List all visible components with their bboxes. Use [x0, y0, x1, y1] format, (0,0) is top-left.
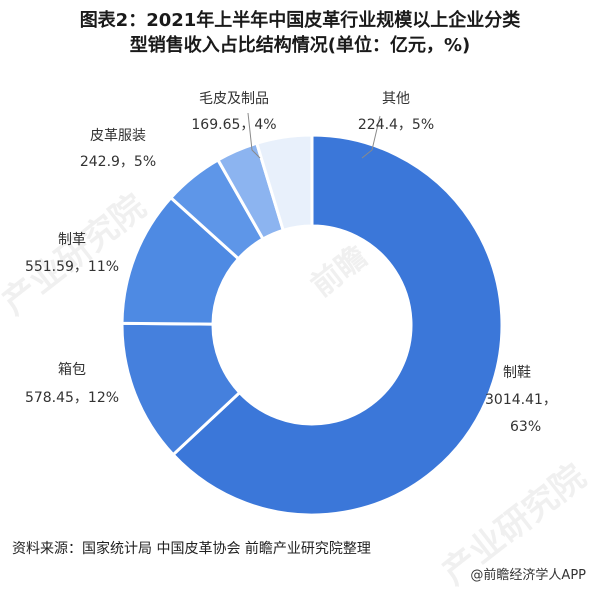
label-value-zhige: 551.59，11% [25, 259, 119, 275]
label-value-xiangbao: 578.45，12% [25, 390, 119, 406]
chart-title-line-2: 型销售收入占比结构情况(单位：亿元，%) [129, 35, 471, 56]
label-name-zhige: 制革 [58, 232, 86, 248]
leader-line-1 [247, 112, 261, 159]
source-note: 资料来源：国家统计局 中国皮革协会 前瞻产业研究院整理 [12, 541, 371, 557]
slice-qita [254, 133, 314, 233]
label-name-maopi: 毛皮及制品 [199, 91, 269, 107]
chart-title-line-1: 图表2：2021年上半年中国皮革行业规模以上企业分类 [79, 10, 521, 31]
leader-line-2 [361, 115, 381, 159]
slice-zhixie [171, 133, 504, 517]
chart-title: 图表2：2021年上半年中国皮革行业规模以上企业分类 型销售收入占比结构情况(单… [0, 8, 600, 58]
label-name-pigefuzhuang: 皮革服装 [90, 128, 146, 144]
donut-slices [120, 133, 504, 517]
label-percent-zhixie: 63% [510, 419, 541, 435]
label-value-zhixie: 3014.41， [485, 392, 557, 408]
credit-text: @前瞻经济学人APP [470, 568, 586, 583]
label-name-xiangbao: 箱包 [58, 362, 86, 378]
label-value-qita: 224.4，5% [358, 117, 434, 133]
leader-lines [247, 112, 381, 159]
label-value-pigefuzhuang: 242.9，5% [80, 154, 156, 170]
slice-labels: 制鞋 3014.41， 63% 箱包 578.45，12% 制革 551.59，… [25, 91, 557, 435]
label-value-maopi: 169.65，4% [191, 117, 276, 133]
label-name-zhixie: 制鞋 [503, 365, 531, 381]
label-name-qita: 其他 [382, 91, 410, 107]
